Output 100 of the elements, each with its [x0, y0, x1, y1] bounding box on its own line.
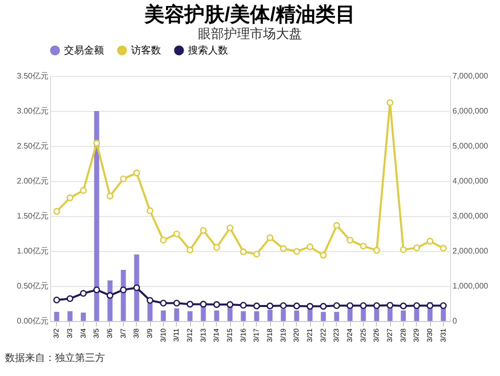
point [346, 236, 354, 244]
point [306, 243, 314, 250]
point [320, 302, 327, 310]
point [346, 302, 354, 309]
point [173, 300, 180, 307]
point [106, 292, 114, 299]
point [213, 244, 220, 251]
point [240, 248, 247, 256]
y2-tick-label: 4,000,000 [452, 176, 489, 186]
point [306, 302, 314, 310]
y2-tick-label: 0 [452, 316, 458, 326]
point [93, 140, 100, 147]
point [80, 187, 87, 194]
point [186, 300, 194, 308]
point [200, 300, 207, 308]
bar [68, 311, 72, 321]
point [80, 290, 87, 297]
point [53, 208, 60, 215]
point [200, 226, 207, 234]
bar [134, 254, 140, 321]
point [53, 296, 60, 304]
bar [94, 111, 100, 321]
point [253, 302, 260, 310]
bar [254, 311, 260, 321]
y-tick-label: 1.50亿元 [16, 212, 48, 220]
point [106, 192, 114, 200]
point [146, 296, 154, 304]
y-tick-label: 0.00亿元 [16, 316, 48, 326]
bar [214, 310, 220, 321]
y2-tick-label: 6,000,000 [452, 106, 489, 116]
y-tick-label: 1.00亿元 [16, 246, 48, 256]
point [120, 176, 127, 182]
point [333, 222, 340, 229]
point [440, 302, 447, 309]
point [440, 244, 447, 252]
point [173, 230, 180, 238]
bar [320, 312, 326, 321]
point [266, 302, 274, 310]
bar [280, 309, 286, 321]
point [133, 170, 140, 176]
y-tick-label: 3.00亿元 [16, 106, 48, 116]
point [386, 302, 394, 309]
point [226, 224, 234, 232]
y2-tick-label: 3,000,000 [452, 212, 489, 220]
point [66, 194, 74, 202]
point [280, 245, 287, 252]
y-tick-label: 2.00亿元 [16, 176, 48, 186]
bar [400, 310, 406, 321]
point [426, 238, 434, 245]
legend-label: 搜索人数 [188, 44, 228, 56]
point [426, 302, 434, 309]
y-tick-label: 2.50亿元 [16, 142, 48, 150]
point [320, 252, 327, 259]
point [333, 302, 340, 309]
y2-tick-label: 7,000,000 [452, 72, 489, 80]
point [160, 236, 167, 244]
bar [334, 312, 340, 321]
point [293, 248, 300, 255]
legend-label: 交易金额 [64, 44, 104, 56]
text: 数据来自：独立第三方 [5, 352, 105, 364]
point [93, 286, 100, 294]
point [213, 301, 220, 308]
point [66, 295, 74, 302]
point [413, 302, 420, 309]
bar [294, 310, 300, 321]
point [400, 246, 407, 253]
point [373, 302, 380, 309]
chart-title: 美容护肤/美体/精油类目 [143, 3, 356, 26]
bar [80, 312, 86, 321]
bar [160, 310, 166, 321]
point [160, 300, 167, 307]
bar [188, 311, 192, 321]
bar [54, 312, 60, 321]
point [293, 302, 300, 310]
legend-label: 访客数 [131, 44, 161, 56]
y2-tick-label: 1,000,000 [452, 282, 489, 290]
point [146, 207, 154, 214]
point [280, 302, 287, 309]
point [266, 234, 274, 242]
point [120, 286, 127, 294]
point [240, 302, 247, 309]
bar [174, 308, 180, 321]
y2-tick-label: 5,000,000 [452, 142, 489, 150]
point [400, 302, 407, 310]
bar [388, 307, 392, 321]
bar [268, 310, 272, 321]
point [226, 301, 234, 308]
y-tick-label: 3.50亿元 [16, 72, 48, 80]
y2-tick-label: 2,000,000 [452, 246, 489, 256]
chart-subtitle: 眼部护理市场大盘 [198, 26, 302, 41]
bar [240, 311, 246, 321]
point [133, 284, 140, 292]
point [386, 99, 394, 106]
point [360, 302, 367, 309]
point [373, 246, 380, 254]
point [413, 244, 420, 252]
y-tick-label: 0.50亿元 [16, 282, 48, 290]
point [360, 242, 367, 250]
point [253, 250, 260, 258]
point [186, 246, 194, 254]
